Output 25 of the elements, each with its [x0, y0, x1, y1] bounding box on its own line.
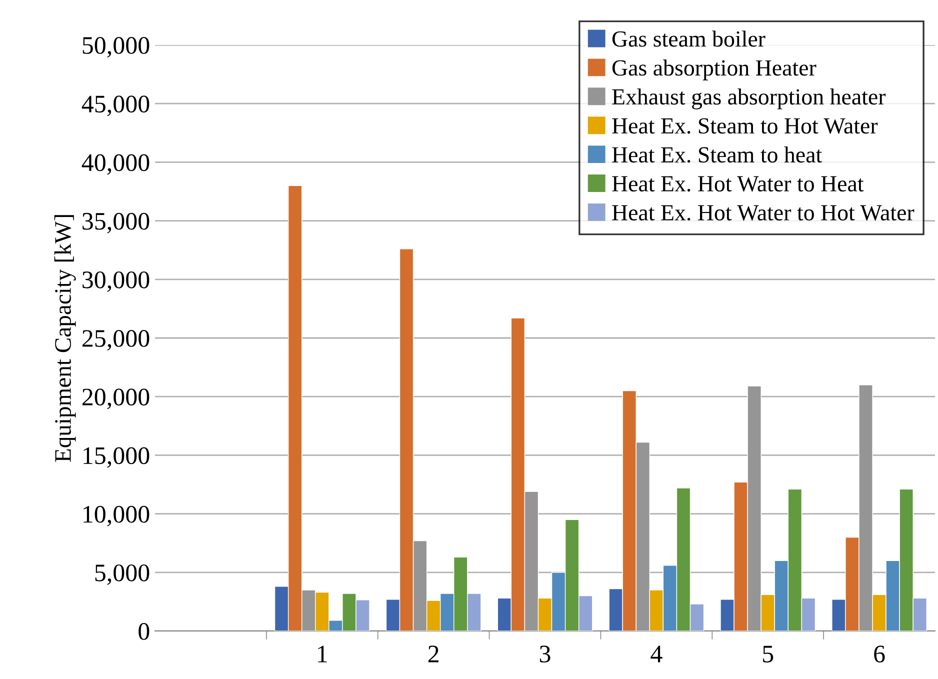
- legend-label: Heat Ex. Hot Water to Heat: [612, 176, 864, 192]
- y-tick-label: 5,000: [95, 564, 150, 585]
- y-tick-label: 0: [138, 623, 150, 640]
- y-tick-label: 20,000: [82, 388, 150, 410]
- y-tick-label: 10,000: [84, 506, 150, 526]
- y-tick-label: 15,000: [84, 447, 150, 468]
- x-tick-label: 5: [763, 646, 774, 662]
- legend-label: Heat Ex. Steam to Hot Water: [612, 118, 878, 134]
- legend-label: Gas absorption Heater: [612, 60, 816, 80]
- legend-label: Heat Ex. Hot Water to Hot Water: [612, 205, 914, 221]
- y-tick-label: 45,000: [82, 96, 150, 116]
- legend-label: Exhaust gas absorption heater: [612, 88, 886, 110]
- x-tick-label: 6: [874, 646, 885, 662]
- x-tick-label: 1: [318, 646, 327, 662]
- y-tick-label: 25,000: [82, 330, 150, 351]
- x-tick-label: 3: [540, 646, 550, 662]
- x-tick-label: 4: [650, 646, 662, 662]
- y-tick-label: 35,000: [82, 212, 150, 234]
- x-tick-label: 2: [428, 646, 438, 662]
- y-tick-label: 30,000: [82, 271, 150, 292]
- legend-label: Gas steam boiler: [612, 30, 766, 47]
- y-axis-title: Equipment Capacity [kW]: [54, 215, 76, 462]
- y-tick-label: 40,000: [82, 154, 150, 175]
- y-tick-label: 50,000: [82, 37, 150, 58]
- legend-label: Heat Ex. Steam to heat: [612, 146, 822, 163]
